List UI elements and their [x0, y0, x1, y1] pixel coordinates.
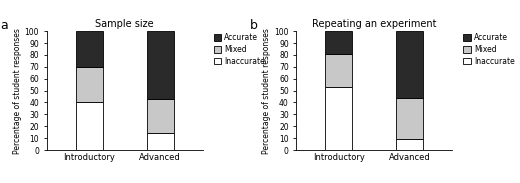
- Text: b: b: [250, 19, 257, 32]
- Bar: [147, 31, 174, 99]
- Bar: [76, 102, 103, 150]
- Bar: [147, 99, 174, 133]
- Legend: Accurate, Mixed, Inaccurate: Accurate, Mixed, Inaccurate: [213, 33, 266, 66]
- Bar: [396, 139, 423, 150]
- Bar: [326, 87, 353, 150]
- Bar: [326, 31, 353, 54]
- Y-axis label: Percentage of student responses: Percentage of student responses: [13, 28, 22, 154]
- Title: Sample size: Sample size: [96, 19, 154, 29]
- Bar: [76, 67, 103, 102]
- Bar: [326, 54, 353, 87]
- Text: a: a: [0, 19, 8, 32]
- Bar: [76, 31, 103, 67]
- Y-axis label: Percentage of student responses: Percentage of student responses: [263, 28, 271, 154]
- Bar: [147, 133, 174, 150]
- Title: Repeating an experiment: Repeating an experiment: [312, 19, 437, 29]
- Bar: [396, 31, 423, 98]
- Legend: Accurate, Mixed, Inaccurate: Accurate, Mixed, Inaccurate: [462, 33, 515, 66]
- Bar: [396, 98, 423, 139]
